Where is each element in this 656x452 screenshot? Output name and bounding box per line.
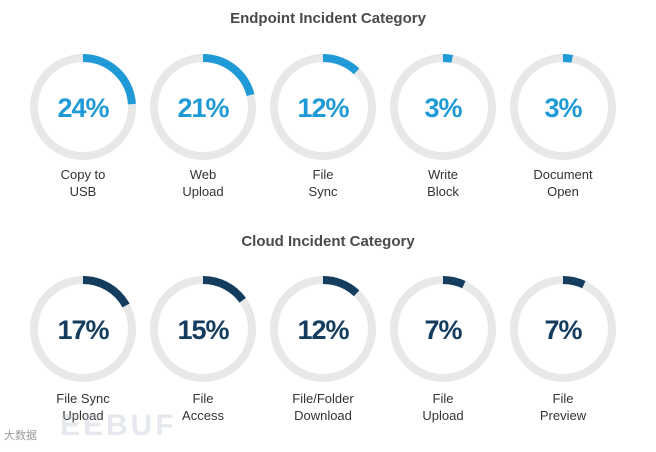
- category-label: File/Folder Download: [263, 390, 383, 424]
- donut-endpoint-0: 24%: [30, 54, 136, 160]
- category-label-line1: File: [552, 391, 574, 406]
- category-label-line1: File Sync: [56, 391, 110, 406]
- category-label-line1: Document: [533, 167, 593, 182]
- donut-endpoint-4: 3%: [510, 54, 616, 160]
- donut-percent-label: 21%: [177, 93, 229, 123]
- donut-percent-label: 12%: [297, 315, 349, 345]
- category-label-line2: Open: [547, 184, 579, 199]
- donut-value-arc: [30, 276, 136, 382]
- donut-value-arc: [150, 54, 256, 160]
- category-label-line1: Web: [189, 167, 217, 182]
- category-label-line1: Copy to: [60, 167, 106, 182]
- category-label: Copy to USB: [23, 166, 143, 200]
- donut-value-arc: [270, 276, 376, 382]
- category-label-line2: Access: [182, 408, 224, 423]
- category-label: Document Open: [503, 166, 623, 200]
- donut-cloud-2: 12%: [270, 276, 376, 382]
- donut-percent-label: 7%: [544, 315, 582, 345]
- donut-cloud-1: 15%: [150, 276, 256, 382]
- donut-percent-label: 7%: [424, 315, 462, 345]
- cloud-chart-title: Cloud Incident Category: [241, 233, 415, 250]
- category-label: Write Block: [383, 166, 503, 200]
- category-label: File Sync Upload: [23, 390, 143, 424]
- donut-percent-label: 3%: [424, 93, 462, 123]
- category-label: File Preview: [503, 390, 623, 424]
- category-label: File Sync: [263, 166, 383, 200]
- category-label-line2: Upload: [422, 408, 464, 423]
- category-label-line1: File: [432, 391, 454, 406]
- category-label-line2: USB: [69, 184, 97, 199]
- category-label-line1: File/Folder: [292, 391, 354, 406]
- donut-value-arc: [150, 276, 256, 382]
- donut-value-arc: [390, 276, 496, 382]
- donut-percent-label: 15%: [177, 315, 229, 345]
- watermark-logo: EEBUF: [60, 409, 177, 442]
- category-label: File Upload: [383, 390, 503, 424]
- category-label-line2: Upload: [62, 408, 104, 423]
- category-label-line2: Upload: [182, 184, 224, 199]
- donut-endpoint-1: 21%: [150, 54, 256, 160]
- category-label-line2: Preview: [539, 408, 587, 423]
- category-label-line1: File: [312, 167, 334, 182]
- category-label: Web Upload: [143, 166, 263, 200]
- watermark-text: 大数据: [4, 430, 37, 442]
- category-label-line2: Block: [427, 184, 459, 199]
- donut-endpoint-3: 3%: [390, 54, 496, 160]
- donut-percent-label: 17%: [57, 315, 109, 345]
- donut-endpoint-2: 12%: [270, 54, 376, 160]
- category-label: File Access: [143, 390, 263, 424]
- donut-cloud-0: 17%: [30, 276, 136, 382]
- category-label-line1: Write: [427, 167, 459, 182]
- donut-value-arc: [510, 54, 616, 160]
- donut-value-arc: [510, 276, 616, 382]
- donut-cloud-3: 7%: [390, 276, 496, 382]
- category-label-line1: File: [192, 391, 214, 406]
- donut-value-arc: [390, 54, 496, 160]
- donut-percent-label: 3%: [544, 93, 582, 123]
- donut-value-arc: [30, 54, 136, 160]
- donut-value-arc: [270, 54, 376, 160]
- category-label-line2: Download: [294, 408, 352, 423]
- donut-percent-label: 12%: [297, 93, 349, 123]
- category-label-line2: Sync: [308, 184, 338, 199]
- endpoint-chart-title: Endpoint Incident Category: [230, 10, 426, 27]
- donut-percent-label: 24%: [57, 93, 109, 123]
- donut-cloud-4: 7%: [510, 276, 616, 382]
